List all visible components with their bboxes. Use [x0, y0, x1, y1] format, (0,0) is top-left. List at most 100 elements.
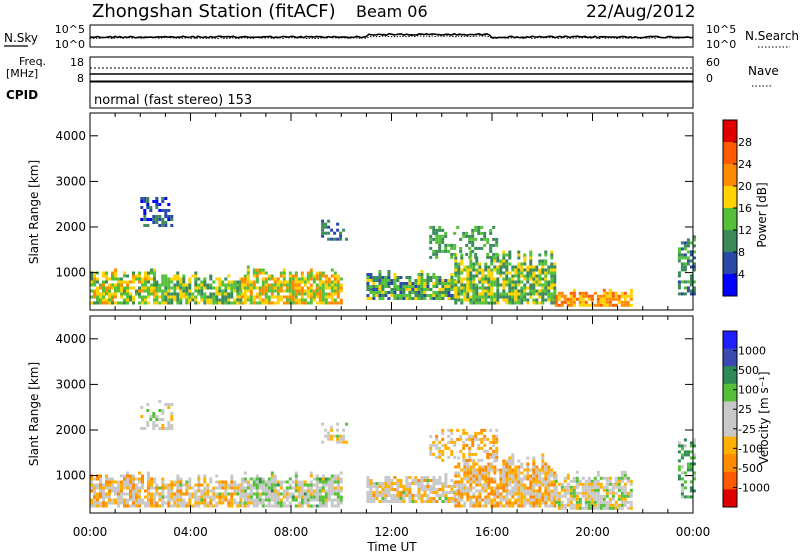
- data-cell: [318, 498, 322, 502]
- data-cell: [429, 485, 433, 488]
- data-cell: [496, 277, 500, 281]
- data-cell: [167, 280, 171, 284]
- data-cell: [108, 480, 111, 484]
- data-cell: [321, 486, 325, 490]
- data-cell: [502, 259, 506, 263]
- data-cell: [475, 501, 479, 505]
- data-cell: [126, 289, 129, 293]
- data-cell: [288, 477, 292, 481]
- data-cell: [188, 280, 192, 284]
- data-cell: [179, 501, 183, 505]
- data-cell: [429, 434, 433, 438]
- data-cell: [129, 489, 132, 493]
- data-cell: [538, 480, 542, 484]
- data-cell: [405, 285, 409, 288]
- data-cell: [508, 271, 512, 275]
- data-cell: [146, 409, 150, 412]
- data-cell: [197, 498, 201, 502]
- data-cell: [490, 283, 494, 287]
- data-cell: [327, 283, 331, 287]
- data-cell: [493, 477, 497, 481]
- data-cell: [441, 431, 445, 435]
- data-cell: [677, 283, 681, 287]
- data-cell: [405, 294, 409, 297]
- data-cell: [170, 218, 174, 221]
- data-cell: [508, 456, 512, 460]
- data-cell: [468, 240, 472, 244]
- data-cell: [218, 492, 222, 496]
- time-axis-title: Time UT: [366, 540, 417, 554]
- data-cell: [477, 246, 481, 250]
- data-cell: [212, 295, 216, 299]
- data-cell: [221, 495, 225, 499]
- data-cell: [683, 471, 687, 475]
- data-cell: [578, 497, 582, 501]
- data-cell: [279, 480, 283, 484]
- data-cell: [333, 277, 337, 281]
- data-cell: [608, 479, 612, 483]
- data-cell: [249, 483, 253, 487]
- data-cell: [117, 280, 120, 284]
- data-cell: [496, 483, 500, 487]
- data-cell: [300, 483, 304, 487]
- data-cell: [487, 498, 491, 502]
- data-cell: [689, 289, 693, 293]
- data-cell: [408, 282, 412, 285]
- data-cell: [466, 286, 470, 290]
- data-cell: [144, 504, 147, 508]
- data-cell: [602, 297, 606, 301]
- data-cell: [520, 489, 524, 493]
- data-cell: [493, 465, 497, 469]
- data-cell: [469, 283, 473, 287]
- data-cell: [206, 486, 210, 490]
- data-cell: [96, 492, 99, 496]
- data-cell: [523, 483, 527, 487]
- data-cell: [375, 485, 379, 488]
- data-cell: [333, 474, 337, 478]
- data-cell: [466, 492, 470, 496]
- data-cell: [496, 492, 500, 496]
- data-cell: [538, 259, 542, 263]
- data-cell: [457, 286, 461, 290]
- data-cell: [469, 480, 473, 484]
- data-cell: [457, 501, 461, 505]
- data-cell: [96, 295, 99, 299]
- data-cell: [240, 295, 244, 299]
- data-cell: [285, 283, 289, 287]
- data-cell: [120, 292, 123, 296]
- data-cell: [429, 488, 433, 491]
- data-cell: [490, 480, 494, 484]
- data-cell: [282, 301, 286, 305]
- data-cell: [623, 500, 627, 504]
- data-cell: [288, 286, 292, 290]
- data-region: [454, 250, 557, 305]
- data-cell: [114, 283, 117, 287]
- data-cell: [255, 301, 259, 305]
- data-cell: [396, 294, 400, 297]
- data-cell: [480, 231, 484, 235]
- data-cell: [218, 498, 222, 502]
- data-cell: [444, 494, 448, 497]
- data-cell: [152, 424, 156, 427]
- data-cell: [249, 295, 253, 299]
- data-cell: [315, 292, 319, 296]
- data-cell: [478, 480, 482, 484]
- data-cell: [575, 482, 579, 486]
- data-cell: [155, 218, 159, 221]
- data-cell: [481, 298, 485, 302]
- data-cell: [267, 504, 271, 508]
- data-cell: [402, 491, 406, 494]
- data-cell: [143, 224, 147, 227]
- data-cell: [102, 483, 105, 487]
- data-cell: [550, 250, 554, 254]
- data-cell: [221, 283, 225, 287]
- data-cell: [517, 459, 521, 463]
- data-cell: [557, 482, 561, 486]
- data-cell: [315, 489, 319, 493]
- data-cell: [511, 268, 515, 272]
- data-cell: [309, 492, 313, 496]
- data-cell: [390, 291, 394, 294]
- data-cell: [493, 277, 497, 281]
